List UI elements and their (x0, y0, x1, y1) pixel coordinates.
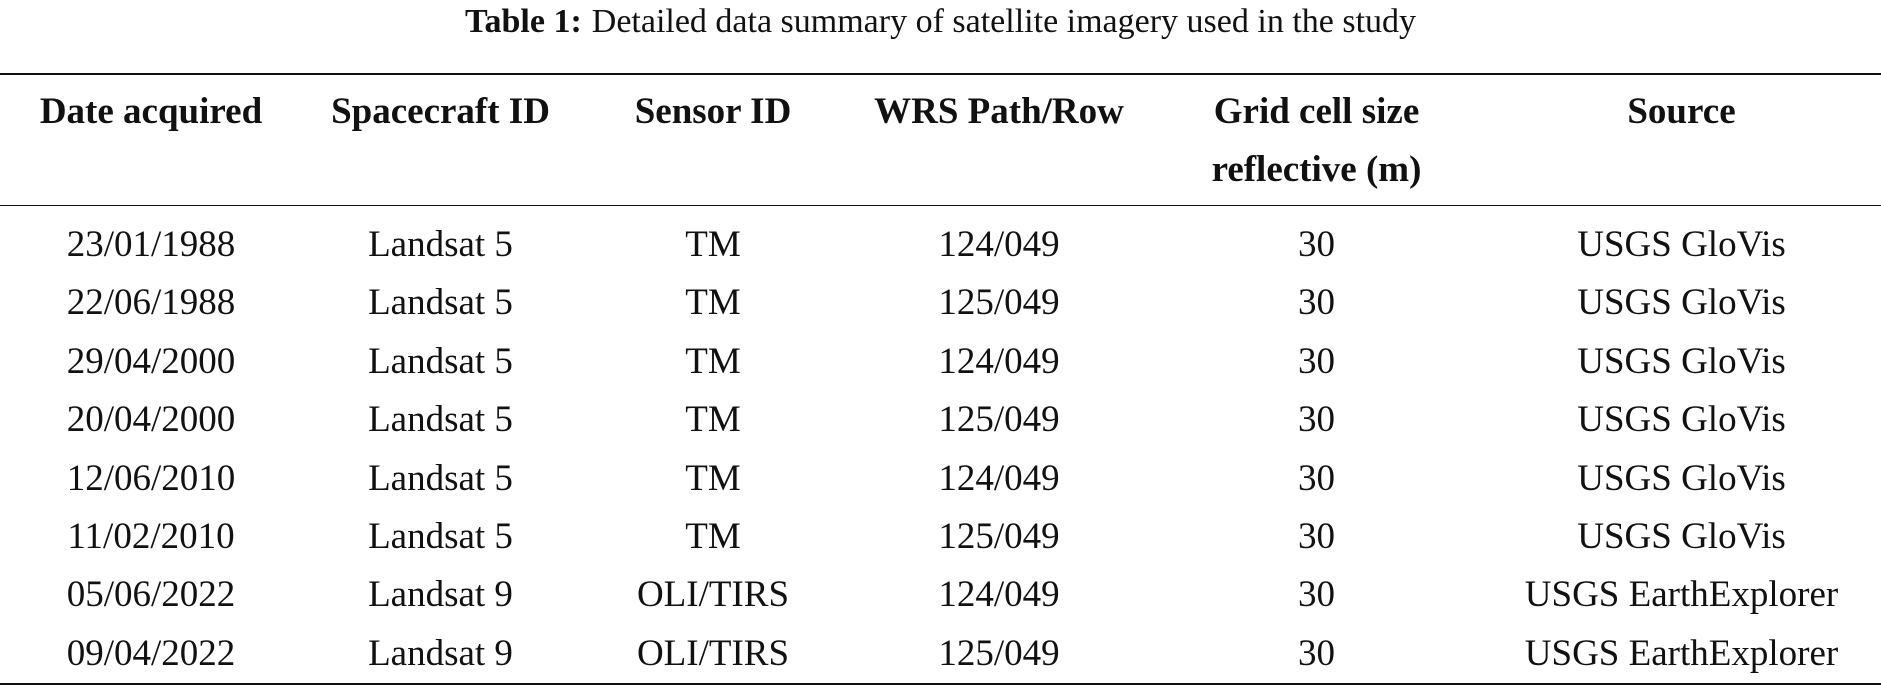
table-cell: 12/06/2010 (66, 457, 236, 499)
table-row: 22/06/1988 Landsat 5 TM 125/049 30 USGS GloVi… (0, 274, 1881, 332)
table-cell: TM (685, 399, 741, 441)
table-header: Date acquired Spacecraft ID Sensor ID WRS P… (0, 74, 1881, 206)
table-cell: 30 (1298, 574, 1335, 616)
caption-text: Detailed data summary of satellite image… (591, 3, 1417, 40)
table-cell: Landsat 5 (368, 340, 513, 382)
table-cell: USGS EarthExplorer (1524, 632, 1839, 674)
table-cell: TM (685, 457, 741, 499)
table-cell: USGS GloVis (1577, 340, 1786, 382)
table-cell: Landsat 9 (368, 632, 513, 674)
table-cell: 125/049 (938, 282, 1060, 324)
table-cell: 30 (1298, 457, 1335, 499)
table-cell: 09/04/2022 (66, 632, 236, 674)
table-cell: OLI/TIRS (636, 632, 790, 674)
caption-label: Table 1: (464, 3, 582, 40)
table-row: 05/06/2022 Landsat 9 OLI/TIRS 124/049 30 USGS… (0, 566, 1881, 624)
table-row: 20/04/2000 Landsat 5 TM 125/049 30 USGS GloVi… (0, 391, 1881, 449)
table-cell: Landsat 5 (368, 282, 513, 324)
header-cell: Date acquired (39, 91, 263, 132)
table-cell: 20/04/2000 (66, 399, 236, 441)
header-cell: Source (1627, 91, 1736, 132)
table-body: 23/01/1988 Landsat 5 TM 124/049 30 USGS GloVi… (0, 206, 1881, 685)
table-cell: TM (685, 224, 741, 265)
table-cell: 30 (1298, 516, 1335, 558)
table-cell: 23/01/1988 (66, 224, 236, 265)
header-cell: Sensor ID (634, 91, 792, 132)
table-cell: 125/049 (938, 399, 1060, 441)
table-cell: 125/049 (938, 516, 1060, 558)
table-cell: TM (685, 282, 741, 324)
table-row: 09/04/2022 Landsat 9 OLI/TIRS 125/049 30 USGS… (0, 625, 1881, 685)
table-cell: 125/049 (938, 632, 1060, 674)
table-cell: 124/049 (938, 340, 1060, 382)
table-cell: USGS GloVis (1577, 224, 1786, 265)
table-cell: Landsat 5 (368, 399, 513, 441)
table-cell: OLI/TIRS (636, 574, 790, 616)
table-row: 29/04/2000 Landsat 5 TM 124/049 30 USGS GloVi… (0, 333, 1881, 391)
header-cell: Grid cell size reflective (m) (1211, 91, 1422, 190)
table-row: 12/06/2010 Landsat 5 TM 124/049 30 USGS GloVi… (0, 450, 1881, 508)
header-row: Date acquired Spacecraft ID Sensor ID WRS P… (0, 74, 1881, 206)
table-cell: USGS GloVis (1577, 399, 1786, 441)
table-cell: USGS GloVis (1577, 282, 1786, 324)
table-cell: Landsat 5 (368, 457, 513, 499)
table-cell: 124/049 (938, 457, 1060, 499)
table-cell: Landsat 5 (368, 516, 513, 558)
table-cell: 124/049 (938, 574, 1060, 616)
data-table: Date acquired Spacecraft ID Sensor ID WRS P… (0, 73, 1881, 685)
table-row: 11/02/2010 Landsat 5 TM 125/049 30 USGS GloVi… (0, 508, 1881, 566)
table-cell: USGS GloVis (1577, 457, 1786, 499)
table-row: 23/01/1988 Landsat 5 TM 124/049 30 USGS GloVi… (0, 206, 1881, 275)
table-cell: USGS EarthExplorer (1524, 574, 1839, 616)
table-cell: USGS GloVis (1577, 516, 1786, 558)
table-cell: 124/049 (938, 224, 1060, 265)
table-cell: 30 (1298, 282, 1335, 324)
table-cell: 11/02/2010 (67, 516, 235, 558)
table-cell: 30 (1298, 632, 1335, 674)
table-cell: 05/06/2022 (66, 574, 236, 616)
table-cell: 29/04/2000 (66, 340, 236, 382)
header-cell: Spacecraft ID (331, 91, 550, 132)
table-cell: 30 (1298, 399, 1335, 441)
table-cell: TM (685, 516, 741, 558)
table-cell: Landsat 5 (368, 224, 513, 265)
caption: Table 1: Detailed data summary of satelli… (0, 0, 1881, 62)
table-cell: 22/06/1988 (66, 282, 236, 324)
table-cell: Landsat 9 (368, 574, 513, 616)
header-cell: WRS Path/Row (874, 91, 1124, 132)
table-cell: 30 (1298, 224, 1335, 265)
table-cell: TM (685, 340, 741, 382)
table-cell: 30 (1298, 340, 1335, 382)
